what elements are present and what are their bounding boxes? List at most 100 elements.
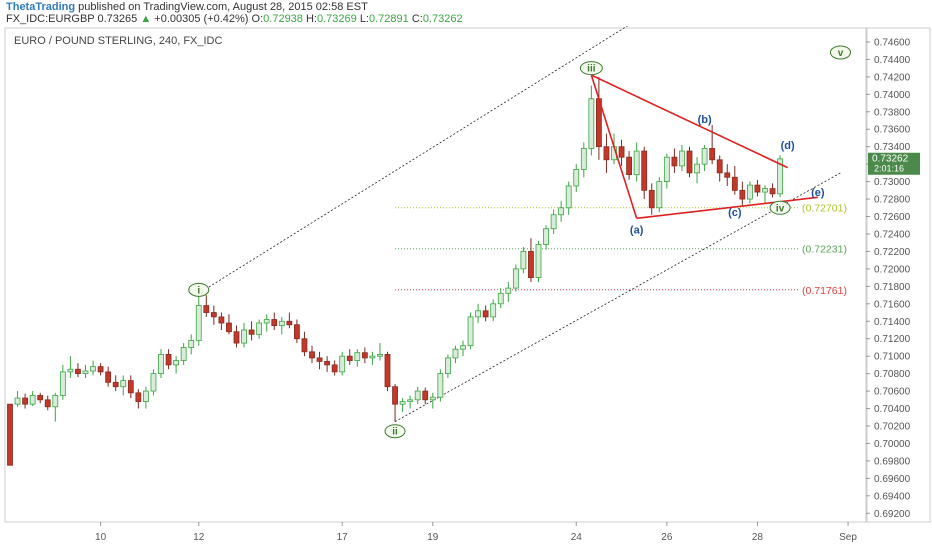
time-tick-label: 28: [752, 532, 764, 543]
candle: [256, 319, 263, 339]
candle-body: [316, 357, 323, 362]
candle-body: [414, 390, 421, 401]
time-tick-label: 24: [571, 532, 583, 543]
target-levels: (0.72701) (0.72231) (0.71761): [395, 203, 847, 297]
candle: [407, 395, 414, 409]
candle-body: [573, 168, 580, 187]
candle-body: [543, 228, 549, 245]
candle: [437, 369, 444, 402]
price-tick-label: 0.70600: [874, 387, 911, 398]
price-tick-label: 0.71600: [874, 299, 911, 310]
candle-body: [754, 184, 761, 193]
candle: [361, 347, 368, 364]
candle-body: [694, 163, 700, 174]
wave-label-text: (a): [630, 225, 644, 237]
candle-body: [180, 347, 187, 361]
wave-label-text: ii: [392, 427, 398, 438]
author-name[interactable]: ThetaTrading: [6, 1, 76, 13]
candle-body: [490, 303, 497, 318]
candle: [754, 179, 761, 197]
candle: [105, 366, 112, 387]
candle-body: [512, 268, 519, 289]
candle: [346, 349, 353, 365]
candle: [195, 293, 202, 346]
candle: [67, 356, 74, 378]
time-axis-ticks: 10 12 17 19 24 26 28 Sep: [95, 522, 857, 543]
candle-body: [429, 396, 436, 401]
candle-body: [580, 148, 587, 170]
candle-body: [263, 319, 270, 324]
candle: [505, 281, 512, 303]
candle-body: [558, 207, 565, 216]
candle: [7, 403, 13, 466]
candle-body: [324, 361, 331, 366]
candle: [324, 356, 331, 372]
wave-label: (d): [781, 140, 795, 152]
candle: [482, 305, 489, 322]
price-chart[interactable]: 0.74600 0.74400 0.74200 0.74000 0.73800 0.736…: [0, 26, 932, 550]
candle: [497, 288, 504, 309]
high-value: 0.73269: [316, 13, 357, 25]
candle-body: [384, 354, 391, 388]
candle-body: [747, 184, 753, 200]
price-tick-label: 0.72000: [874, 264, 911, 275]
candle: [573, 164, 580, 193]
symbol[interactable]: FX_IDC:EURGBP: [6, 13, 95, 25]
candle-body: [142, 390, 149, 402]
candle: [150, 369, 157, 396]
candle: [520, 247, 527, 274]
candle-body: [203, 305, 210, 313]
target-level-label: (0.72231): [802, 244, 847, 256]
candle: [747, 181, 753, 204]
candle: [248, 321, 255, 341]
price-tick-label: 0.70000: [874, 439, 911, 450]
candle: [218, 312, 225, 330]
wave-label: iii: [579, 61, 603, 76]
candle-body: [248, 329, 255, 335]
candle-body: [369, 355, 376, 359]
candle: [648, 183, 655, 215]
candle: [588, 85, 595, 156]
candle-body: [127, 380, 134, 394]
candle: [14, 391, 21, 407]
candle-body: [14, 397, 21, 405]
price-tick-label: 0.73800: [874, 107, 911, 118]
time-tick-label: Sep: [839, 532, 857, 543]
wave-label-text: (c): [728, 207, 742, 219]
candle: [414, 386, 421, 405]
candle: [354, 349, 361, 367]
candle: [22, 393, 29, 409]
candle: [580, 142, 587, 178]
candle-body: [105, 371, 112, 383]
last-price-badge: 0.73262 2:01:16: [868, 152, 920, 175]
wave-label: iv: [769, 200, 791, 215]
candle-body: [354, 352, 361, 361]
price-axis-ticks: 0.74600 0.74400 0.74200 0.74000 0.73800 0.736…: [866, 37, 911, 520]
price-tick-label: 0.72600: [874, 212, 911, 223]
candle: [29, 391, 36, 406]
wave-label: (c): [728, 207, 742, 219]
candle: [528, 238, 534, 282]
candle-body: [444, 357, 451, 375]
candle: [762, 185, 768, 204]
last-price: 0.73265: [97, 13, 138, 25]
target-level-label: (0.72701): [802, 203, 847, 215]
candle-body: [701, 148, 708, 165]
wave-label-text: v: [838, 48, 844, 59]
candle: [626, 151, 632, 180]
candle: [135, 389, 142, 409]
last-price-badge-value: 0.73262: [872, 154, 909, 165]
candle-body: [75, 368, 81, 375]
candle: [75, 363, 81, 378]
quote-line: FX_IDC:EURGBP 0.73265 ▲ +0.00305 (+0.42%…: [6, 13, 463, 25]
candle: [165, 349, 172, 370]
candle: [769, 183, 776, 198]
candles: [7, 76, 783, 466]
wave-label: (a): [630, 225, 644, 237]
time-tick-label: 12: [193, 532, 205, 543]
candle-body: [218, 316, 225, 324]
candle-body: [256, 322, 263, 335]
candle: [316, 351, 323, 370]
candle-body: [407, 399, 414, 402]
